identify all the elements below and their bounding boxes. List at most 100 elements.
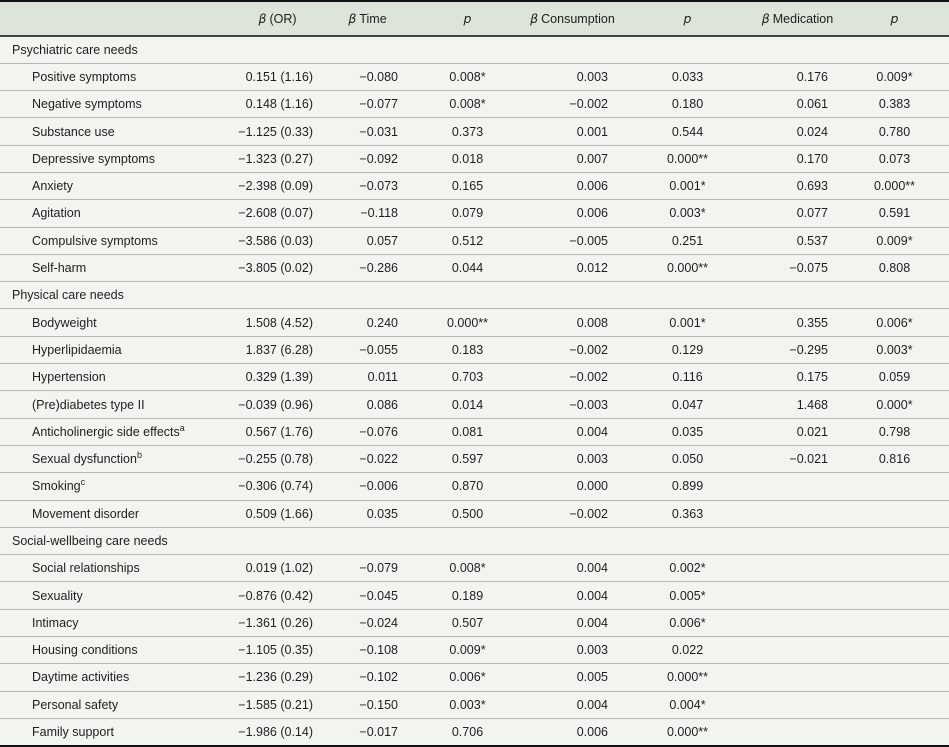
cell-p-consumption: 0.004* — [620, 690, 755, 719]
header-beta-medication-label: Medication — [772, 12, 834, 26]
table-row: Smokingc −0.306 (0.74) −0.006 0.870 0.000 0.8… — [0, 472, 949, 501]
cell-beta-consumption: 0.004 — [525, 690, 620, 719]
cell-beta-consumption: 0.003 — [525, 62, 620, 91]
cell-beta-time: −0.077 — [325, 90, 410, 118]
cell-beta-or: −1.323 (0.27) — [230, 144, 325, 173]
row-label: Agitation — [0, 199, 230, 228]
cell-beta-consumption: 0.006 — [525, 171, 620, 200]
p-symbol: p — [463, 11, 472, 26]
cell-p-consumption: 0.005* — [620, 581, 755, 610]
cell-beta-time: −0.045 — [325, 581, 410, 610]
cell-beta-consumption: −0.002 — [525, 499, 620, 528]
header-beta-or-label: (OR) — [269, 12, 297, 26]
header-beta-consumption-label: Consumption — [541, 12, 615, 26]
cell-p-consumption: 0.129 — [620, 335, 755, 364]
cell-beta-or: −1.105 (0.35) — [230, 636, 325, 664]
row-label-footnote-marker: a — [179, 422, 185, 433]
section-header-row: Social-wellbeing care needs — [0, 526, 949, 555]
section-header-row: Psychiatric care needs — [0, 36, 949, 63]
beta-symbol: β — [530, 11, 539, 26]
cell-beta-consumption: 0.005 — [525, 663, 620, 692]
cell-beta-or: −3.586 (0.03) — [230, 226, 325, 255]
cell-p-time: 0.018 — [410, 144, 525, 173]
table-row: Social relationships 0.019 (1.02) −0.079 0.… — [0, 554, 949, 582]
cell-beta-time: −0.080 — [325, 62, 410, 91]
cell-beta-or: −1.585 (0.21) — [230, 690, 325, 719]
row-label: Smokingc — [0, 472, 230, 501]
cell-beta-time: −0.073 — [325, 171, 410, 200]
cell-p-medication: 0.591 — [840, 199, 949, 228]
cell-p-time: 0.703 — [410, 363, 525, 391]
cell-p-consumption: 0.003* — [620, 199, 755, 228]
cell-beta-medication: −0.021 — [755, 444, 840, 473]
section-title: Social-wellbeing care needs — [0, 526, 949, 555]
cell-beta-time: −0.286 — [325, 253, 410, 282]
header-beta-medication: β Medication — [755, 1, 840, 37]
table-row: Hyperlipidaemia 1.837 (6.28) −0.055 0.183 −0… — [0, 335, 949, 364]
cell-beta-medication — [755, 554, 840, 582]
cell-p-consumption: 0.000** — [620, 253, 755, 282]
cell-beta-or: 0.329 (1.39) — [230, 363, 325, 391]
cell-beta-or: 0.567 (1.76) — [230, 417, 325, 446]
table-row: Housing conditions −1.105 (0.35) −0.108 0.0… — [0, 636, 949, 664]
cell-p-consumption: 0.002* — [620, 554, 755, 582]
cell-p-time: 0.512 — [410, 226, 525, 255]
cell-beta-time: −0.092 — [325, 144, 410, 173]
cell-beta-or: 0.019 (1.02) — [230, 554, 325, 582]
cell-p-medication: 0.009* — [840, 62, 949, 91]
cell-beta-medication: 0.021 — [755, 417, 840, 446]
cell-beta-time: −0.031 — [325, 117, 410, 146]
cell-beta-time: −0.006 — [325, 472, 410, 501]
cell-p-time: 0.165 — [410, 171, 525, 200]
cell-p-time: 0.006* — [410, 663, 525, 692]
cell-beta-medication — [755, 608, 840, 637]
cell-p-consumption: 0.000** — [620, 144, 755, 173]
cell-beta-time: 0.086 — [325, 390, 410, 419]
cell-beta-medication: 0.061 — [755, 90, 840, 118]
header-p-consumption: p — [620, 1, 755, 37]
cell-beta-medication: −0.075 — [755, 253, 840, 282]
cell-beta-medication: 0.077 — [755, 199, 840, 228]
cell-p-medication: 0.006* — [840, 308, 949, 337]
cell-beta-consumption: 0.003 — [525, 636, 620, 664]
cell-beta-consumption: −0.003 — [525, 390, 620, 419]
cell-beta-consumption: 0.004 — [525, 417, 620, 446]
cell-p-medication — [840, 717, 949, 746]
cell-p-medication — [840, 690, 949, 719]
cell-beta-or: −0.306 (0.74) — [230, 472, 325, 501]
cell-beta-time: −0.118 — [325, 199, 410, 228]
table-row: Movement disorder 0.509 (1.66) 0.035 0.500−… — [0, 499, 949, 528]
table-header: β (OR) β Time p β Consumption p β Medication… — [0, 1, 949, 37]
cell-p-medication: 0.073 — [840, 144, 949, 173]
cell-beta-medication: 0.355 — [755, 308, 840, 337]
row-label: Positive symptoms — [0, 62, 230, 91]
cell-beta-medication — [755, 690, 840, 719]
cell-p-medication — [840, 581, 949, 610]
cell-p-time: 0.044 — [410, 253, 525, 282]
cell-beta-consumption: 0.004 — [525, 581, 620, 610]
cell-beta-or: −1.361 (0.26) — [230, 608, 325, 637]
cell-beta-or: −1.986 (0.14) — [230, 717, 325, 746]
cell-beta-time: −0.102 — [325, 663, 410, 692]
cell-p-time: 0.000** — [410, 308, 525, 337]
cell-p-consumption: 0.035 — [620, 417, 755, 446]
cell-p-time: 0.009* — [410, 636, 525, 664]
table-row: (Pre)diabetes type II −0.039 (0.96) 0.086 0… — [0, 390, 949, 419]
cell-beta-consumption: −0.002 — [525, 335, 620, 364]
cell-p-consumption: 0.363 — [620, 499, 755, 528]
p-symbol: p — [683, 11, 692, 26]
cell-p-consumption: 0.000** — [620, 717, 755, 746]
cell-p-medication — [840, 472, 949, 501]
cell-p-medication: 0.798 — [840, 417, 949, 446]
cell-beta-medication — [755, 663, 840, 692]
cell-p-consumption: 0.116 — [620, 363, 755, 391]
cell-p-time: 0.008* — [410, 90, 525, 118]
cell-beta-time: −0.076 — [325, 417, 410, 446]
row-label: Hyperlipidaemia — [0, 335, 230, 364]
cell-beta-or: −3.805 (0.02) — [230, 253, 325, 282]
row-label: Social relationships — [0, 554, 230, 582]
row-label: Daytime activities — [0, 663, 230, 692]
table-row: Depressive symptoms −1.323 (0.27) −0.092 0.… — [0, 144, 949, 173]
row-label: (Pre)diabetes type II — [0, 390, 230, 419]
